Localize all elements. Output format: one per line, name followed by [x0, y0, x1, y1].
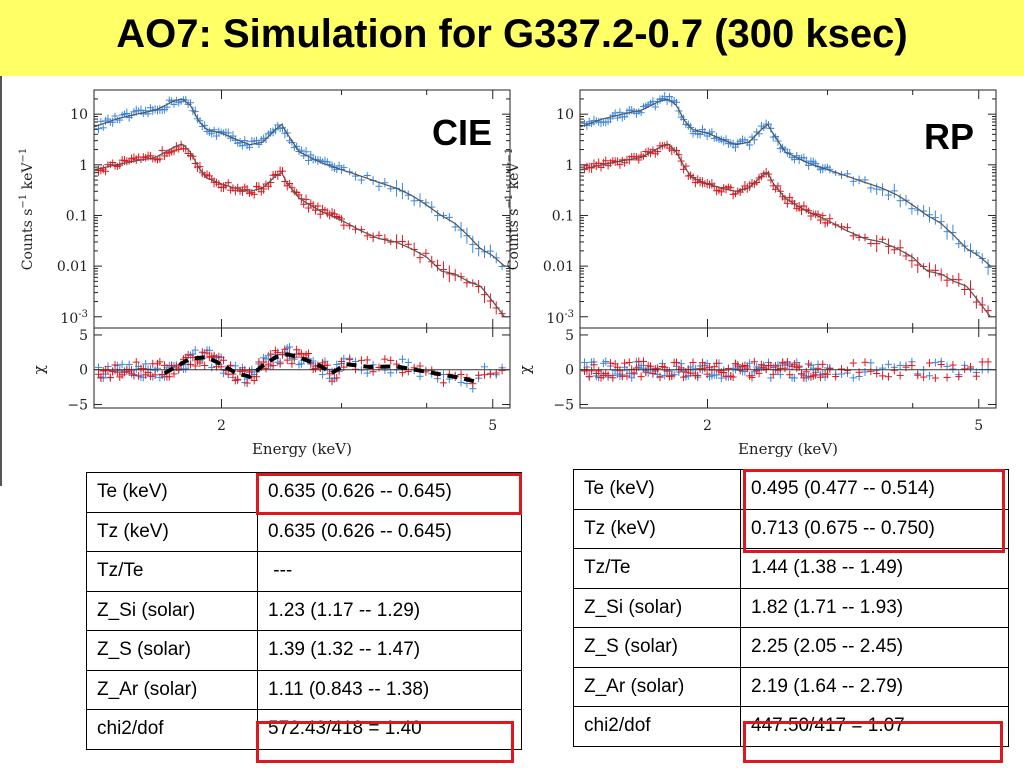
residual-y-axis-label: χ — [30, 365, 48, 374]
series-red — [579, 140, 995, 318]
residual-trend-dashed-line — [163, 352, 482, 385]
y-tick-label: 1 — [565, 158, 574, 174]
param-name: Te (keV) — [573, 469, 741, 510]
title-bar: AO7: Simulation for G337.2-0.7 (300 ksec… — [0, 0, 1024, 76]
residual-y-tick-label: 5 — [565, 328, 574, 344]
plot-cie: 10 1 0.1 0.01 10-3 Counts s−1 keV−1 5 0 −5 χ 2 5 Ene… — [18, 89, 511, 458]
y-tick-label: 10 — [70, 107, 88, 123]
x-tick-label: 2 — [217, 418, 226, 434]
slide-title: AO7: Simulation for G337.2-0.7 (300 ksec… — [116, 12, 908, 56]
series-blue — [579, 92, 995, 276]
y-axis-label: Counts s−1 keV−1 — [504, 148, 522, 270]
model-line — [93, 98, 509, 267]
param-value: --- — [257, 551, 522, 592]
bottom-panel-frame — [579, 327, 997, 409]
residual-y-axis-label: χ — [516, 365, 534, 374]
y-axis-label: Counts s−1 keV−1 — [18, 148, 36, 270]
x-tick-label: 2 — [703, 418, 712, 434]
param-name: Tz/Te — [86, 551, 258, 592]
param-name: Z_Si (solar) — [86, 590, 258, 631]
table-row: Z_Ar (solar) 2.19 (1.64 -- 2.79) — [573, 666, 1009, 707]
bottom-panel-frame — [93, 327, 511, 409]
param-name: Z_Ar (solar) — [573, 666, 741, 707]
param-name: Tz (keV) — [86, 511, 258, 552]
model-line — [579, 143, 995, 318]
residual-y-tick-label: 5 — [79, 328, 88, 344]
residual-y-tick-label: 0 — [79, 363, 88, 379]
param-name: Z_Si (solar) — [573, 587, 741, 628]
table-row: chi2/dof 572.43/418 = 1.40 — [86, 709, 522, 750]
param-value: 1.39 (1.32 -- 1.47) — [257, 630, 522, 671]
param-name: Tz (keV) — [573, 508, 741, 549]
plot-label-rp: RP — [924, 116, 975, 157]
y-tick-label: 10 — [556, 107, 574, 123]
table-row: Z_Si (solar) 1.23 (1.17 -- 1.29) — [86, 590, 522, 631]
y-tick-label: 0.01 — [57, 259, 88, 275]
y-tick-label: 0.01 — [543, 259, 574, 275]
model-line — [579, 98, 995, 267]
param-value: 1.23 (1.17 -- 1.29) — [257, 590, 522, 631]
param-value: 0.635 (0.626 -- 0.645) — [257, 472, 522, 513]
series-red — [93, 140, 509, 318]
table-row: chi2/dof 447.50/417 = 1.07 — [573, 706, 1009, 747]
residuals-blue — [94, 342, 506, 393]
table-row: Tz (keV) 0.635 (0.626 -- 0.645) — [86, 511, 522, 552]
highlight-box-cie-te — [256, 473, 522, 515]
table-row: Z_S (solar) 1.39 (1.32 -- 1.47) — [86, 630, 522, 671]
residual-y-tick-label: 0 — [565, 363, 574, 379]
y-tick-label: 1 — [79, 158, 88, 174]
series-blue — [93, 95, 509, 270]
param-name: Z_S (solar) — [573, 627, 741, 668]
table-cie: Te (keV) 0.635 (0.626 -- 0.645) Tz (keV) 0… — [86, 472, 522, 750]
x-tick-label: 5 — [974, 418, 983, 434]
y-tick-label: 0.1 — [66, 208, 88, 224]
param-value: 447.50/417 = 1.07 — [740, 706, 1009, 747]
residual-y-tick-label: −5 — [553, 398, 574, 414]
x-axis-label: Energy (keV) — [252, 440, 352, 458]
param-name: Tz/Te — [573, 548, 741, 589]
highlight-box-cie-chi2 — [256, 721, 514, 763]
residual-y-tick-label: −5 — [67, 398, 88, 414]
param-name: chi2/dof — [86, 709, 258, 750]
param-value: 1.82 (1.71 -- 1.93) — [740, 587, 1009, 628]
table-row: Z_Ar (solar) 1.11 (0.843 -- 1.38) — [86, 669, 522, 710]
y-tick-label: 10-3 — [60, 309, 88, 327]
residuals-red — [94, 345, 506, 388]
table-row: Z_S (solar) 2.25 (2.05 -- 2.45) — [573, 627, 1009, 668]
highlight-box-rp-te-tz — [743, 469, 1005, 553]
x-tick-label: 5 — [488, 418, 497, 434]
residuals-red — [580, 357, 992, 383]
y-tick-label: 10-3 — [546, 309, 574, 327]
plot-rp: 10 1 0.1 0.01 10-3 Counts s−1 keV−1 5 0 −5 χ 2 5 Ene… — [504, 89, 997, 458]
table-row: Te (keV) 0.495 (0.477 -- 0.514) — [573, 469, 1009, 510]
x-axis-label: Energy (keV) — [738, 440, 838, 458]
param-name: chi2/dof — [573, 706, 741, 747]
param-value: 0.635 (0.626 -- 0.645) — [257, 511, 522, 552]
left-edge-line — [0, 76, 2, 486]
highlight-box-rp-chi2 — [743, 721, 1003, 763]
table-rp: Te (keV) 0.495 (0.477 -- 0.514) Tz (keV) 0… — [573, 469, 1009, 747]
table-row: Tz/Te 1.44 (1.38 -- 1.49) — [573, 548, 1009, 589]
param-name: Z_Ar (solar) — [86, 669, 258, 710]
table-row: Tz/Te --- — [86, 551, 522, 592]
param-value: 1.44 (1.38 -- 1.49) — [740, 548, 1009, 589]
model-line — [93, 143, 509, 318]
table-row: Te (keV) 0.635 (0.626 -- 0.645) — [86, 472, 522, 513]
param-value: 1.11 (0.843 -- 1.38) — [257, 669, 522, 710]
table-row: Z_Si (solar) 1.82 (1.71 -- 1.93) — [573, 587, 1009, 628]
y-tick-label: 0.1 — [552, 208, 574, 224]
plot-label-cie: CIE — [432, 112, 493, 153]
param-name: Te (keV) — [86, 472, 258, 513]
param-value: 2.19 (1.64 -- 2.79) — [740, 666, 1009, 707]
param-name: Z_S (solar) — [86, 630, 258, 671]
param-value: 2.25 (2.05 -- 2.45) — [740, 627, 1009, 668]
